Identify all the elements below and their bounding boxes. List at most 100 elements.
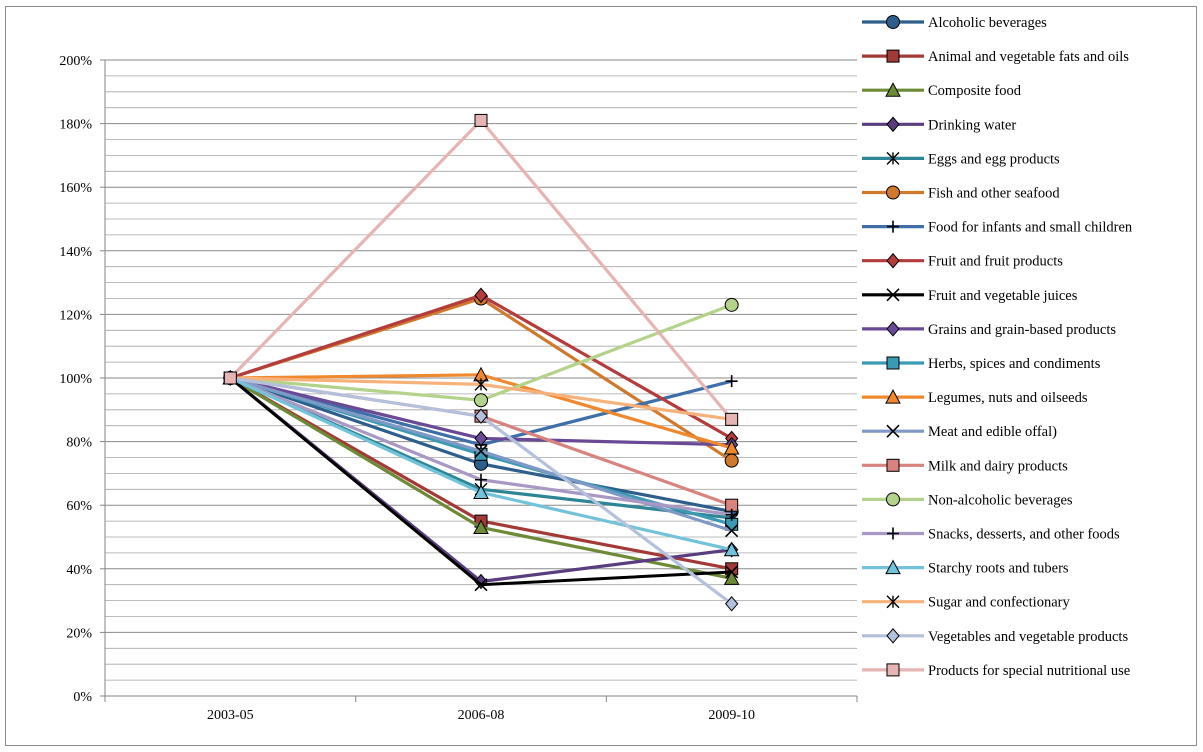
axes: 0% 20% 40% 60% 80% 100% 120% 140% 160% 180% 200% 20… xyxy=(59,54,858,723)
legend-item: Products for special nutritional use xyxy=(862,663,1130,679)
series-lines xyxy=(222,113,740,612)
data-point xyxy=(474,444,488,458)
legend-item: Fish and other seafood xyxy=(862,185,1060,202)
legend-item: Animal and vegetable fats and oils xyxy=(862,49,1129,65)
legend-marker xyxy=(886,424,900,438)
legend-item: Legumes, nuts and oilseeds xyxy=(862,389,1088,406)
legend-label: Milk and dairy products xyxy=(928,458,1068,474)
y-tick-label: 0% xyxy=(73,690,92,705)
legend-label: Composite food xyxy=(928,83,1022,99)
y-tick-label: 180% xyxy=(59,118,92,133)
legend: Alcoholic beverages Animal and vegetable … xyxy=(862,15,1133,679)
legend-item: Fruit and vegetable juices xyxy=(862,288,1078,304)
legend-label: Herbs, spices and condiments xyxy=(928,356,1101,372)
legend-item: Herbs, spices and condiments xyxy=(862,356,1101,372)
legend-label: Snacks, desserts, and other foods xyxy=(928,527,1120,543)
legend-label: Products for special nutritional use xyxy=(928,663,1130,679)
data-point xyxy=(475,473,487,486)
legend-item: Fruit and fruit products xyxy=(862,252,1063,270)
legend-label: Grains and grain-based products xyxy=(928,322,1116,338)
y-tick-label: 120% xyxy=(59,308,92,323)
legend-label: Fruit and fruit products xyxy=(928,254,1063,270)
legend-label: Food for infants and small children xyxy=(928,220,1133,236)
legend-label: Starchy roots and tubers xyxy=(928,561,1069,577)
legend-marker xyxy=(886,595,900,609)
legend-label: Non-alcoholic beverages xyxy=(928,492,1073,508)
data-point xyxy=(723,439,740,455)
legend-item: Alcoholic beverages xyxy=(862,15,1047,31)
data-point xyxy=(723,570,740,585)
legend-label: Meat and edible offal) xyxy=(928,424,1057,440)
y-tick-label: 200% xyxy=(59,54,92,69)
legend-label: Drinking water xyxy=(928,117,1016,133)
data-point xyxy=(724,453,739,468)
legend-item: Snacks, desserts, and other foods xyxy=(862,527,1120,543)
data-point xyxy=(474,287,488,304)
legend-item: Sugar and confectionary xyxy=(862,595,1070,611)
legend-item: Drinking water xyxy=(862,116,1016,133)
legend-label: Alcoholic beverages xyxy=(928,15,1047,31)
y-tick-label: 20% xyxy=(66,626,92,641)
legend-marker xyxy=(885,82,901,97)
legend-marker xyxy=(887,527,899,540)
data-point xyxy=(723,541,740,557)
data-point xyxy=(474,578,488,592)
legend-item: Vegetables and vegetable products xyxy=(862,628,1128,645)
legend-marker xyxy=(886,663,900,677)
data-point xyxy=(725,412,739,426)
data-point xyxy=(725,524,739,538)
legend-marker xyxy=(886,185,900,200)
y-tick-label: 80% xyxy=(66,436,92,451)
legend-marker xyxy=(886,252,900,269)
legend-marker xyxy=(886,458,900,472)
legend-label: Animal and vegetable fats and oils xyxy=(928,49,1129,65)
legend-label: Vegetables and vegetable products xyxy=(928,629,1128,645)
legend-marker xyxy=(886,15,900,29)
legend-label: Eggs and egg products xyxy=(928,151,1060,167)
series-19 xyxy=(223,113,739,426)
data-point xyxy=(473,484,489,499)
data-point xyxy=(473,519,489,534)
legend-item: Eggs and egg products xyxy=(862,151,1060,167)
x-tick-label: 2009-10 xyxy=(708,708,755,723)
data-point xyxy=(725,508,738,521)
legend-marker xyxy=(886,628,900,644)
data-point xyxy=(724,297,739,312)
data-point xyxy=(474,430,488,447)
legend-marker xyxy=(886,151,900,165)
y-tick-label: 140% xyxy=(59,245,92,260)
legend-item: Food for infants and small children xyxy=(862,220,1133,236)
legend-marker xyxy=(885,559,901,575)
legend-label: Sugar and confectionary xyxy=(928,595,1070,611)
legend-marker xyxy=(885,389,901,404)
legend-item: Composite food xyxy=(862,82,1022,99)
data-point xyxy=(474,393,488,408)
x-tick-label: 2003-05 xyxy=(207,708,254,723)
x-tick-label: 2006-08 xyxy=(458,708,505,723)
legend-marker xyxy=(886,49,900,63)
legend-marker xyxy=(886,321,900,337)
legend-marker xyxy=(886,492,900,507)
legend-item: Milk and dairy products xyxy=(862,458,1068,474)
legend-item: Starchy roots and tubers xyxy=(862,559,1069,577)
data-point xyxy=(474,408,488,424)
y-tick-label: 60% xyxy=(66,499,92,514)
legend-item: Non-alcoholic beverages xyxy=(862,492,1073,508)
y-tick-label: 100% xyxy=(59,372,92,387)
legend-marker xyxy=(886,356,900,370)
legend-marker xyxy=(887,220,899,233)
data-point xyxy=(725,596,739,612)
data-point xyxy=(474,113,488,127)
legend-marker xyxy=(886,116,900,133)
legend-label: Fruit and vegetable juices xyxy=(928,288,1078,304)
y-tick-label: 160% xyxy=(59,181,92,196)
legend-label: Legumes, nuts and oilseeds xyxy=(928,390,1088,406)
data-point xyxy=(725,375,738,388)
data-point xyxy=(474,377,488,391)
data-point xyxy=(223,371,237,385)
legend-label: Fish and other seafood xyxy=(928,186,1060,202)
legend-item: Meat and edible offal) xyxy=(862,424,1057,440)
data-point xyxy=(725,565,739,579)
legend-item: Grains and grain-based products xyxy=(862,321,1116,338)
